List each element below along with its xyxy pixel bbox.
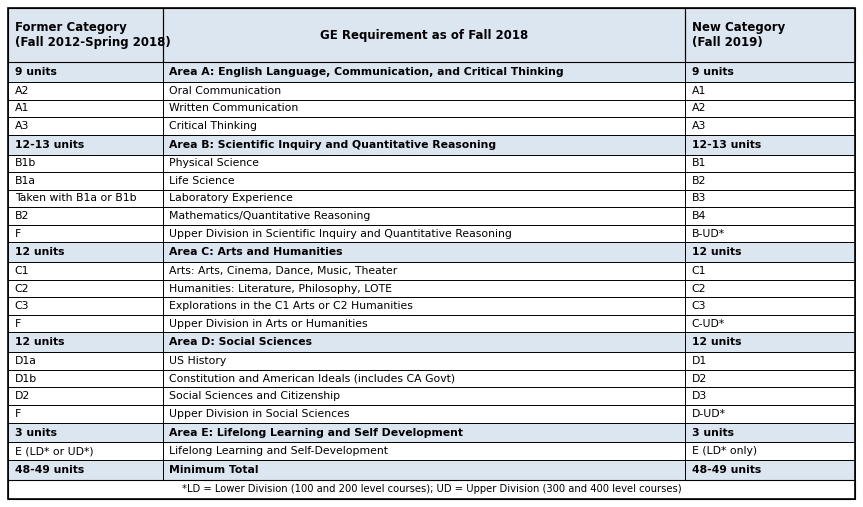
- Text: Written Communication: Written Communication: [169, 103, 299, 114]
- Text: US History: US History: [169, 356, 227, 366]
- Text: Laboratory Experience: Laboratory Experience: [169, 194, 293, 203]
- Text: Oral Communication: Oral Communication: [169, 86, 281, 96]
- Text: 12 units: 12 units: [691, 247, 741, 258]
- Text: F: F: [15, 229, 21, 239]
- Text: Social Sciences and Citizenship: Social Sciences and Citizenship: [169, 391, 341, 401]
- Text: B-UD*: B-UD*: [691, 229, 725, 239]
- Text: D2: D2: [15, 391, 30, 401]
- Text: Critical Thinking: Critical Thinking: [169, 121, 257, 131]
- Text: D2: D2: [691, 374, 707, 384]
- Text: New Category
(Fall 2019): New Category (Fall 2019): [691, 21, 785, 49]
- Text: F: F: [15, 409, 21, 419]
- Text: F: F: [15, 319, 21, 329]
- Text: 12-13 units: 12-13 units: [691, 139, 761, 150]
- Text: B4: B4: [691, 211, 706, 221]
- Text: 3 units: 3 units: [691, 427, 734, 438]
- Text: 48-49 units: 48-49 units: [15, 465, 84, 475]
- Text: B1: B1: [691, 158, 706, 168]
- Text: Area D: Social Sciences: Area D: Social Sciences: [169, 338, 312, 347]
- Text: Upper Division in Scientific Inquiry and Quantitative Reasoning: Upper Division in Scientific Inquiry and…: [169, 229, 513, 239]
- Text: B1b: B1b: [15, 158, 36, 168]
- Text: C2: C2: [15, 283, 29, 294]
- Text: Upper Division in Social Sciences: Upper Division in Social Sciences: [169, 409, 350, 419]
- Text: A1: A1: [691, 86, 706, 96]
- Text: C1: C1: [691, 266, 706, 276]
- Text: A1: A1: [15, 103, 29, 114]
- Text: *LD = Lower Division (100 and 200 level courses); UD = Upper Division (300 and 4: *LD = Lower Division (100 and 200 level …: [182, 484, 681, 494]
- Text: A2: A2: [691, 103, 706, 114]
- Text: 12 units: 12 units: [691, 338, 741, 347]
- Text: D1a: D1a: [15, 356, 36, 366]
- Text: Arts: Arts, Cinema, Dance, Music, Theater: Arts: Arts, Cinema, Dance, Music, Theate…: [169, 266, 398, 276]
- Text: A2: A2: [15, 86, 29, 96]
- Text: Life Science: Life Science: [169, 176, 235, 186]
- Text: Area C: Arts and Humanities: Area C: Arts and Humanities: [169, 247, 343, 258]
- Text: Lifelong Learning and Self-Development: Lifelong Learning and Self-Development: [169, 446, 388, 456]
- Text: Constitution and American Ideals (includes CA Govt): Constitution and American Ideals (includ…: [169, 374, 456, 384]
- Text: 12 units: 12 units: [15, 338, 64, 347]
- Text: B3: B3: [691, 194, 706, 203]
- Text: 9 units: 9 units: [15, 67, 56, 77]
- Text: Upper Division in Arts or Humanities: Upper Division in Arts or Humanities: [169, 319, 369, 329]
- Text: B2: B2: [691, 176, 706, 186]
- Text: Explorations in the C1 Arts or C2 Humanities: Explorations in the C1 Arts or C2 Humani…: [169, 301, 413, 311]
- Text: B2: B2: [15, 211, 29, 221]
- Text: 12 units: 12 units: [15, 247, 64, 258]
- Text: 48-49 units: 48-49 units: [691, 465, 761, 475]
- Text: C3: C3: [691, 301, 706, 311]
- Text: Minimum Total: Minimum Total: [169, 465, 259, 475]
- Text: Humanities: Literature, Philosophy, LOTE: Humanities: Literature, Philosophy, LOTE: [169, 283, 393, 294]
- Text: GE Requirement as of Fall 2018: GE Requirement as of Fall 2018: [320, 29, 528, 42]
- Text: A3: A3: [15, 121, 29, 131]
- Text: D1: D1: [691, 356, 707, 366]
- Text: E (LD* only): E (LD* only): [691, 446, 757, 456]
- Text: B1a: B1a: [15, 176, 35, 186]
- Text: A3: A3: [691, 121, 706, 131]
- Text: 3 units: 3 units: [15, 427, 57, 438]
- Text: Area A: English Language, Communication, and Critical Thinking: Area A: English Language, Communication,…: [169, 67, 564, 77]
- Text: C3: C3: [15, 301, 29, 311]
- Text: C1: C1: [15, 266, 29, 276]
- Text: Former Category
(Fall 2012-Spring 2018): Former Category (Fall 2012-Spring 2018): [15, 21, 170, 49]
- Text: 9 units: 9 units: [691, 67, 734, 77]
- Text: C2: C2: [691, 283, 706, 294]
- Text: D-UD*: D-UD*: [691, 409, 726, 419]
- Text: Mathematics/Quantitative Reasoning: Mathematics/Quantitative Reasoning: [169, 211, 371, 221]
- Text: D1b: D1b: [15, 374, 37, 384]
- Text: Physical Science: Physical Science: [169, 158, 260, 168]
- Text: C-UD*: C-UD*: [691, 319, 725, 329]
- Text: D3: D3: [691, 391, 707, 401]
- Text: 12-13 units: 12-13 units: [15, 139, 84, 150]
- Text: Area E: Lifelong Learning and Self Development: Area E: Lifelong Learning and Self Devel…: [169, 427, 463, 438]
- Text: E (LD* or UD*): E (LD* or UD*): [15, 446, 93, 456]
- Text: Taken with B1a or B1b: Taken with B1a or B1b: [15, 194, 136, 203]
- Text: Area B: Scientific Inquiry and Quantitative Reasoning: Area B: Scientific Inquiry and Quantitat…: [169, 139, 496, 150]
